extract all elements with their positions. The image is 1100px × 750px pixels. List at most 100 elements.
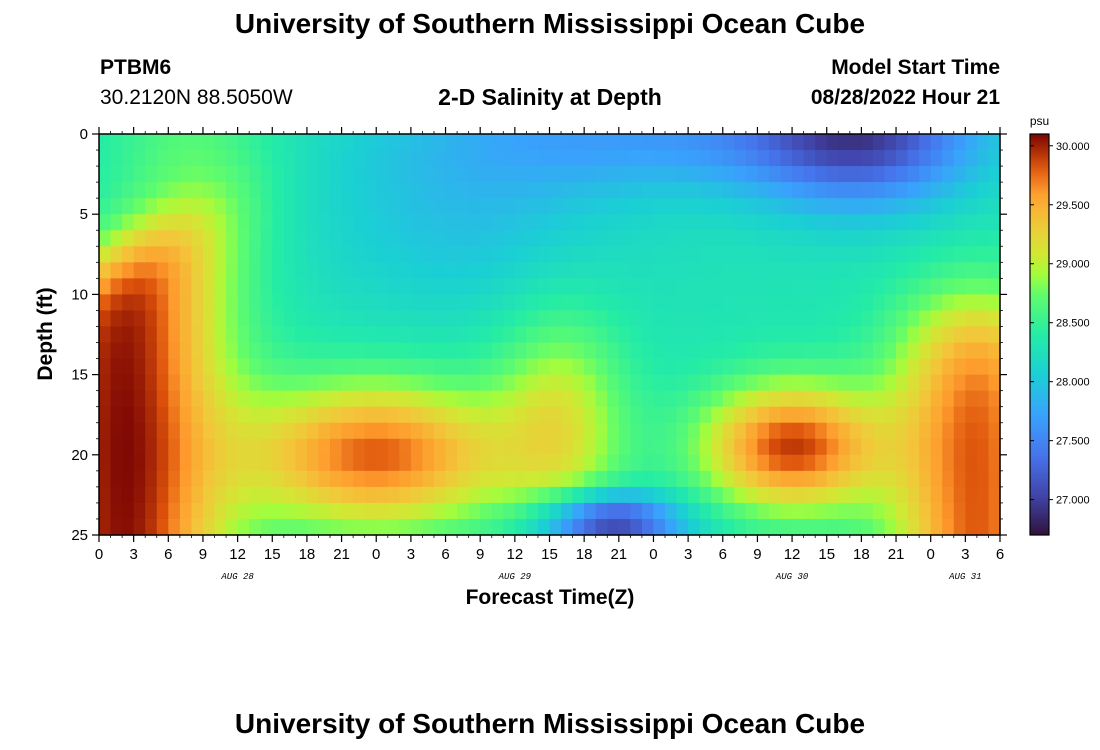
heatmap-cell — [826, 486, 839, 504]
heatmap-cell — [896, 198, 909, 215]
heatmap-cell — [457, 214, 470, 231]
heatmap-cell — [399, 342, 412, 360]
heatmap-cell — [260, 310, 273, 328]
heatmap-cell — [988, 262, 1001, 279]
heatmap-cell — [607, 518, 620, 536]
heatmap-cell — [930, 246, 943, 263]
heatmap-cell — [699, 406, 712, 424]
heatmap-cell — [422, 230, 435, 247]
heatmap-cell — [145, 310, 158, 328]
heatmap-cell — [433, 438, 447, 456]
heatmap-cell — [734, 166, 747, 183]
heatmap-cell — [815, 326, 828, 344]
station-id: PTBM6 — [100, 56, 172, 79]
heatmap-cell — [699, 390, 712, 408]
heatmap-cell — [468, 406, 481, 424]
heatmap-cell — [584, 310, 597, 328]
heatmap-cell — [884, 326, 897, 344]
heatmap-cell — [145, 294, 158, 312]
heatmap-cell — [561, 374, 574, 392]
heatmap-cell — [572, 486, 585, 504]
heatmap-cell — [976, 198, 990, 215]
heatmap-cell — [930, 454, 943, 472]
heatmap-cell — [330, 390, 343, 408]
heatmap-cell — [468, 486, 481, 504]
heatmap-cell — [815, 246, 828, 263]
heatmap-cell — [930, 214, 943, 231]
heatmap-cell — [387, 358, 400, 376]
heatmap-cell — [757, 134, 770, 151]
y-tick-label: 20 — [71, 447, 88, 464]
heatmap-cell — [688, 294, 701, 312]
heatmap-cell — [526, 214, 539, 231]
heatmap-cell — [503, 246, 516, 263]
heatmap-cell — [399, 262, 412, 279]
heatmap-cell — [318, 454, 331, 472]
heatmap-cell — [872, 518, 886, 536]
heatmap-cell — [988, 454, 1001, 472]
heatmap-cell — [630, 342, 643, 360]
heatmap-cell — [734, 374, 747, 392]
heatmap-cell — [122, 182, 135, 199]
heatmap-cell — [272, 310, 285, 328]
heatmap-cell — [930, 150, 943, 167]
heatmap-cell — [214, 518, 227, 536]
heatmap-cell — [826, 358, 839, 376]
heatmap-cell — [353, 326, 366, 344]
heatmap-cell — [122, 470, 135, 488]
heatmap-cell — [526, 454, 539, 472]
heatmap-cell — [699, 278, 712, 295]
heatmap-cell — [226, 374, 239, 392]
heatmap-cell — [122, 310, 135, 328]
heatmap-cell — [815, 182, 828, 199]
heatmap-cell — [156, 454, 169, 472]
x-tick-label: 21 — [888, 546, 905, 563]
heatmap-cell — [122, 406, 135, 424]
heatmap-cell — [930, 294, 943, 312]
heatmap-cell — [584, 518, 597, 536]
heatmap-cell — [249, 406, 262, 424]
heatmap-cell — [607, 374, 620, 392]
heatmap-cell — [364, 342, 377, 360]
heatmap-cell — [711, 294, 724, 312]
heatmap-cell — [699, 518, 712, 536]
heatmap-cell — [272, 422, 285, 440]
heatmap-cell — [237, 454, 250, 472]
heatmap-cell — [965, 166, 978, 183]
heatmap-cell — [884, 342, 897, 360]
heatmap-cell — [930, 166, 943, 183]
heatmap-cell — [422, 214, 435, 231]
heatmap-cell — [780, 502, 793, 520]
heatmap-cell — [214, 246, 227, 263]
x-tick-label: 15 — [264, 546, 281, 563]
heatmap-cell — [826, 150, 839, 167]
heatmap-cell — [641, 214, 655, 231]
heatmap-cell — [745, 134, 759, 151]
heatmap-cell — [907, 390, 920, 408]
heatmap-cell — [295, 342, 308, 360]
heatmap-cell — [757, 150, 770, 167]
heatmap-cell — [226, 134, 239, 151]
heatmap-cell — [838, 278, 851, 295]
heatmap-cell — [965, 278, 978, 295]
heatmap-cell — [988, 198, 1001, 215]
heatmap-cell — [976, 294, 990, 312]
heatmap-cell — [145, 278, 158, 295]
heatmap-cell — [722, 150, 735, 167]
colorbar-tick-label: 28.000 — [1056, 377, 1090, 389]
heatmap-cell — [445, 374, 458, 392]
heatmap-cell — [549, 470, 562, 488]
heatmap-cell — [399, 502, 412, 520]
heatmap-cell — [803, 326, 816, 344]
heatmap-cell — [884, 438, 897, 456]
heatmap-cell — [306, 198, 320, 215]
heatmap-cell — [676, 134, 689, 151]
heatmap-cell — [665, 518, 678, 536]
heatmap-cell — [445, 214, 458, 231]
heatmap-cell — [641, 518, 655, 536]
x-tick-label: 15 — [818, 546, 835, 563]
heatmap-cell — [953, 422, 966, 440]
heatmap-cell — [561, 278, 574, 295]
x-axis-label: Forecast Time(Z) — [466, 586, 635, 609]
heatmap-cell — [757, 406, 770, 424]
